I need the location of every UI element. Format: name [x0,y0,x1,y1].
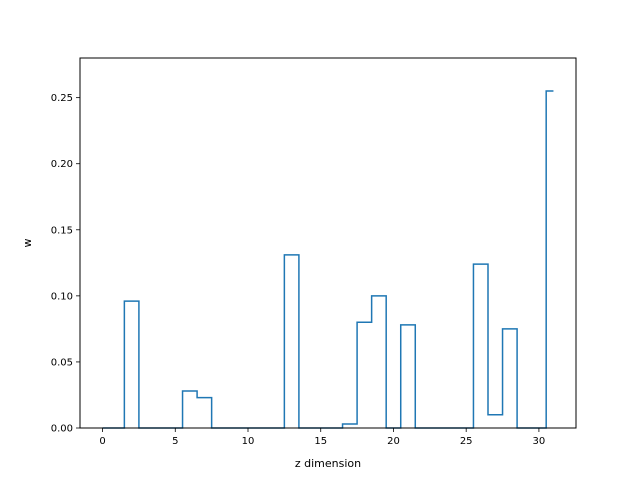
y-tick-label: 0.15 [51,225,73,236]
y-tick-label: 0.00 [51,424,73,435]
x-axis-ticks: 0 5 10 15 20 25 30 [99,428,545,447]
y-tick-label: 0.05 [51,357,73,368]
y-axis-label: w [21,239,34,248]
x-tick-label: 10 [242,436,255,447]
x-tick-label: 30 [533,436,546,447]
y-tick-label: 0.20 [51,159,73,170]
y-tick-label: 0.10 [51,291,73,302]
x-axis-label: z dimension [295,457,361,470]
x-tick-label: 5 [172,436,178,447]
step-series-line [102,90,554,429]
x-tick-label: 0 [99,436,105,447]
plot-background [80,58,576,428]
x-tick-label: 20 [387,436,400,447]
x-tick-label: 25 [460,436,473,447]
y-axis-ticks: 0.00 0.05 0.10 0.15 0.20 0.25 [51,93,80,435]
y-tick-label: 0.25 [51,93,73,104]
plot-frame [79,57,577,429]
x-tick-label: 15 [314,436,327,447]
